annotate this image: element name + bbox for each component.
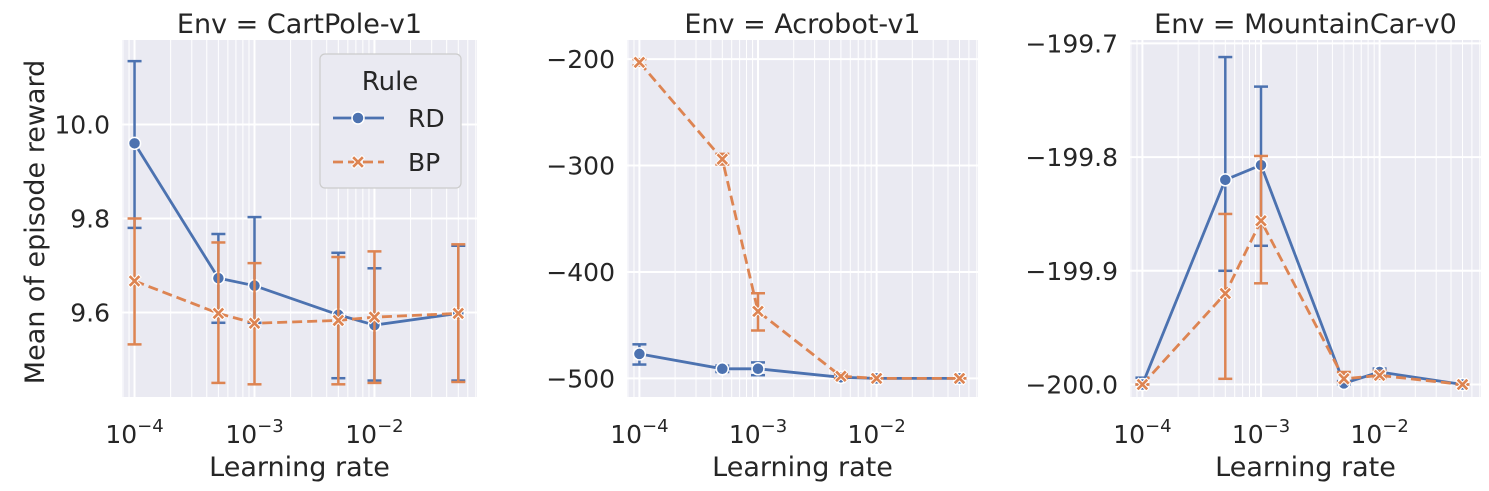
y-tick-label: −199.7 bbox=[1025, 29, 1118, 58]
panel-title: Env = MountainCar-v0 bbox=[1154, 9, 1457, 40]
legend: Rule RD BP bbox=[319, 53, 462, 189]
x-tick-label: 10−2 bbox=[345, 416, 403, 449]
data-point bbox=[952, 371, 967, 386]
x-tick-label: 10−4 bbox=[610, 416, 668, 449]
data-point bbox=[1455, 377, 1470, 392]
y-tick-label: −199.9 bbox=[1025, 257, 1118, 286]
x-axis-label: Learning rate bbox=[712, 452, 893, 483]
series-line bbox=[1141, 163, 1463, 386]
series-line bbox=[1141, 217, 1463, 386]
data-point bbox=[833, 369, 849, 384]
series-line bbox=[134, 279, 459, 325]
y-tick-label: 9.8 bbox=[70, 205, 110, 234]
legend-label: RD bbox=[408, 104, 445, 133]
y-axis-label: Mean of episode reward bbox=[20, 60, 51, 384]
y-tick-label: −199.8 bbox=[1025, 143, 1118, 172]
legend-marker bbox=[350, 154, 366, 170]
series-line bbox=[133, 142, 459, 327]
y-tick-label: −200.0 bbox=[1025, 370, 1118, 399]
y-tick-label: −200 bbox=[546, 45, 615, 74]
data-point bbox=[750, 304, 766, 319]
y-tick-label: −400 bbox=[546, 258, 615, 287]
series-bp bbox=[1135, 154, 1470, 392]
y-tick-label: −500 bbox=[546, 364, 615, 393]
data-point bbox=[127, 136, 142, 151]
y-tick-label: 10.0 bbox=[54, 111, 110, 140]
plot-area bbox=[627, 40, 978, 397]
x-tick-label: 10−4 bbox=[1113, 416, 1171, 449]
plot-area bbox=[1130, 40, 1481, 397]
legend-marker bbox=[351, 111, 365, 125]
x-tick-label: 10−2 bbox=[1350, 416, 1408, 449]
data-point bbox=[367, 309, 382, 325]
data-point bbox=[331, 313, 346, 328]
series-bp bbox=[127, 217, 466, 386]
series-line bbox=[638, 61, 960, 380]
data-point bbox=[127, 273, 142, 289]
data-point bbox=[1253, 213, 1269, 228]
legend-title: Rule bbox=[362, 67, 419, 97]
data-point bbox=[1372, 368, 1387, 383]
data-point bbox=[715, 362, 730, 376]
panel-2: 10−4 10−3 10−2 −500 −400 −300 −200 Env = Acrobo… bbox=[546, 9, 978, 483]
x-tick-label: 10−4 bbox=[105, 416, 163, 449]
panel-3: 10−4 10−3 10−2 −200.0 −199.9 −199.8 −199.7 Env … bbox=[1025, 9, 1481, 483]
x-axis-label: Learning rate bbox=[1215, 452, 1396, 483]
x-axis-label: Learning rate bbox=[209, 452, 390, 483]
x-tick-label: 10−3 bbox=[729, 416, 787, 449]
panels: 10−4 10−3 10−2 9.6 9.8 10.0 Env = CartPole-v1 L… bbox=[54, 9, 1481, 483]
data-point bbox=[247, 316, 262, 331]
data-point bbox=[869, 371, 884, 386]
data-point bbox=[632, 347, 647, 361]
legend-label: BP bbox=[408, 148, 440, 177]
data-point bbox=[1218, 286, 1233, 301]
x-tick-label: 10−3 bbox=[225, 416, 283, 449]
data-point bbox=[1135, 377, 1150, 392]
x-tick-label: 10−2 bbox=[847, 416, 905, 449]
data-point bbox=[1336, 371, 1352, 387]
data-point bbox=[715, 151, 730, 167]
y-tick-label: −300 bbox=[546, 152, 615, 181]
panel-title: Env = CartPole-v1 bbox=[177, 9, 422, 40]
data-point bbox=[751, 362, 765, 376]
data-point bbox=[632, 55, 647, 70]
legend-box bbox=[319, 53, 462, 189]
data-point bbox=[1218, 173, 1233, 187]
x-tick-label: 10−3 bbox=[1232, 416, 1290, 449]
data-point bbox=[211, 306, 226, 321]
y-tick-label: 9.6 bbox=[70, 298, 110, 327]
data-point bbox=[451, 306, 466, 321]
panel-title: Env = Acrobot-v1 bbox=[684, 9, 920, 40]
series-bp bbox=[632, 55, 967, 386]
